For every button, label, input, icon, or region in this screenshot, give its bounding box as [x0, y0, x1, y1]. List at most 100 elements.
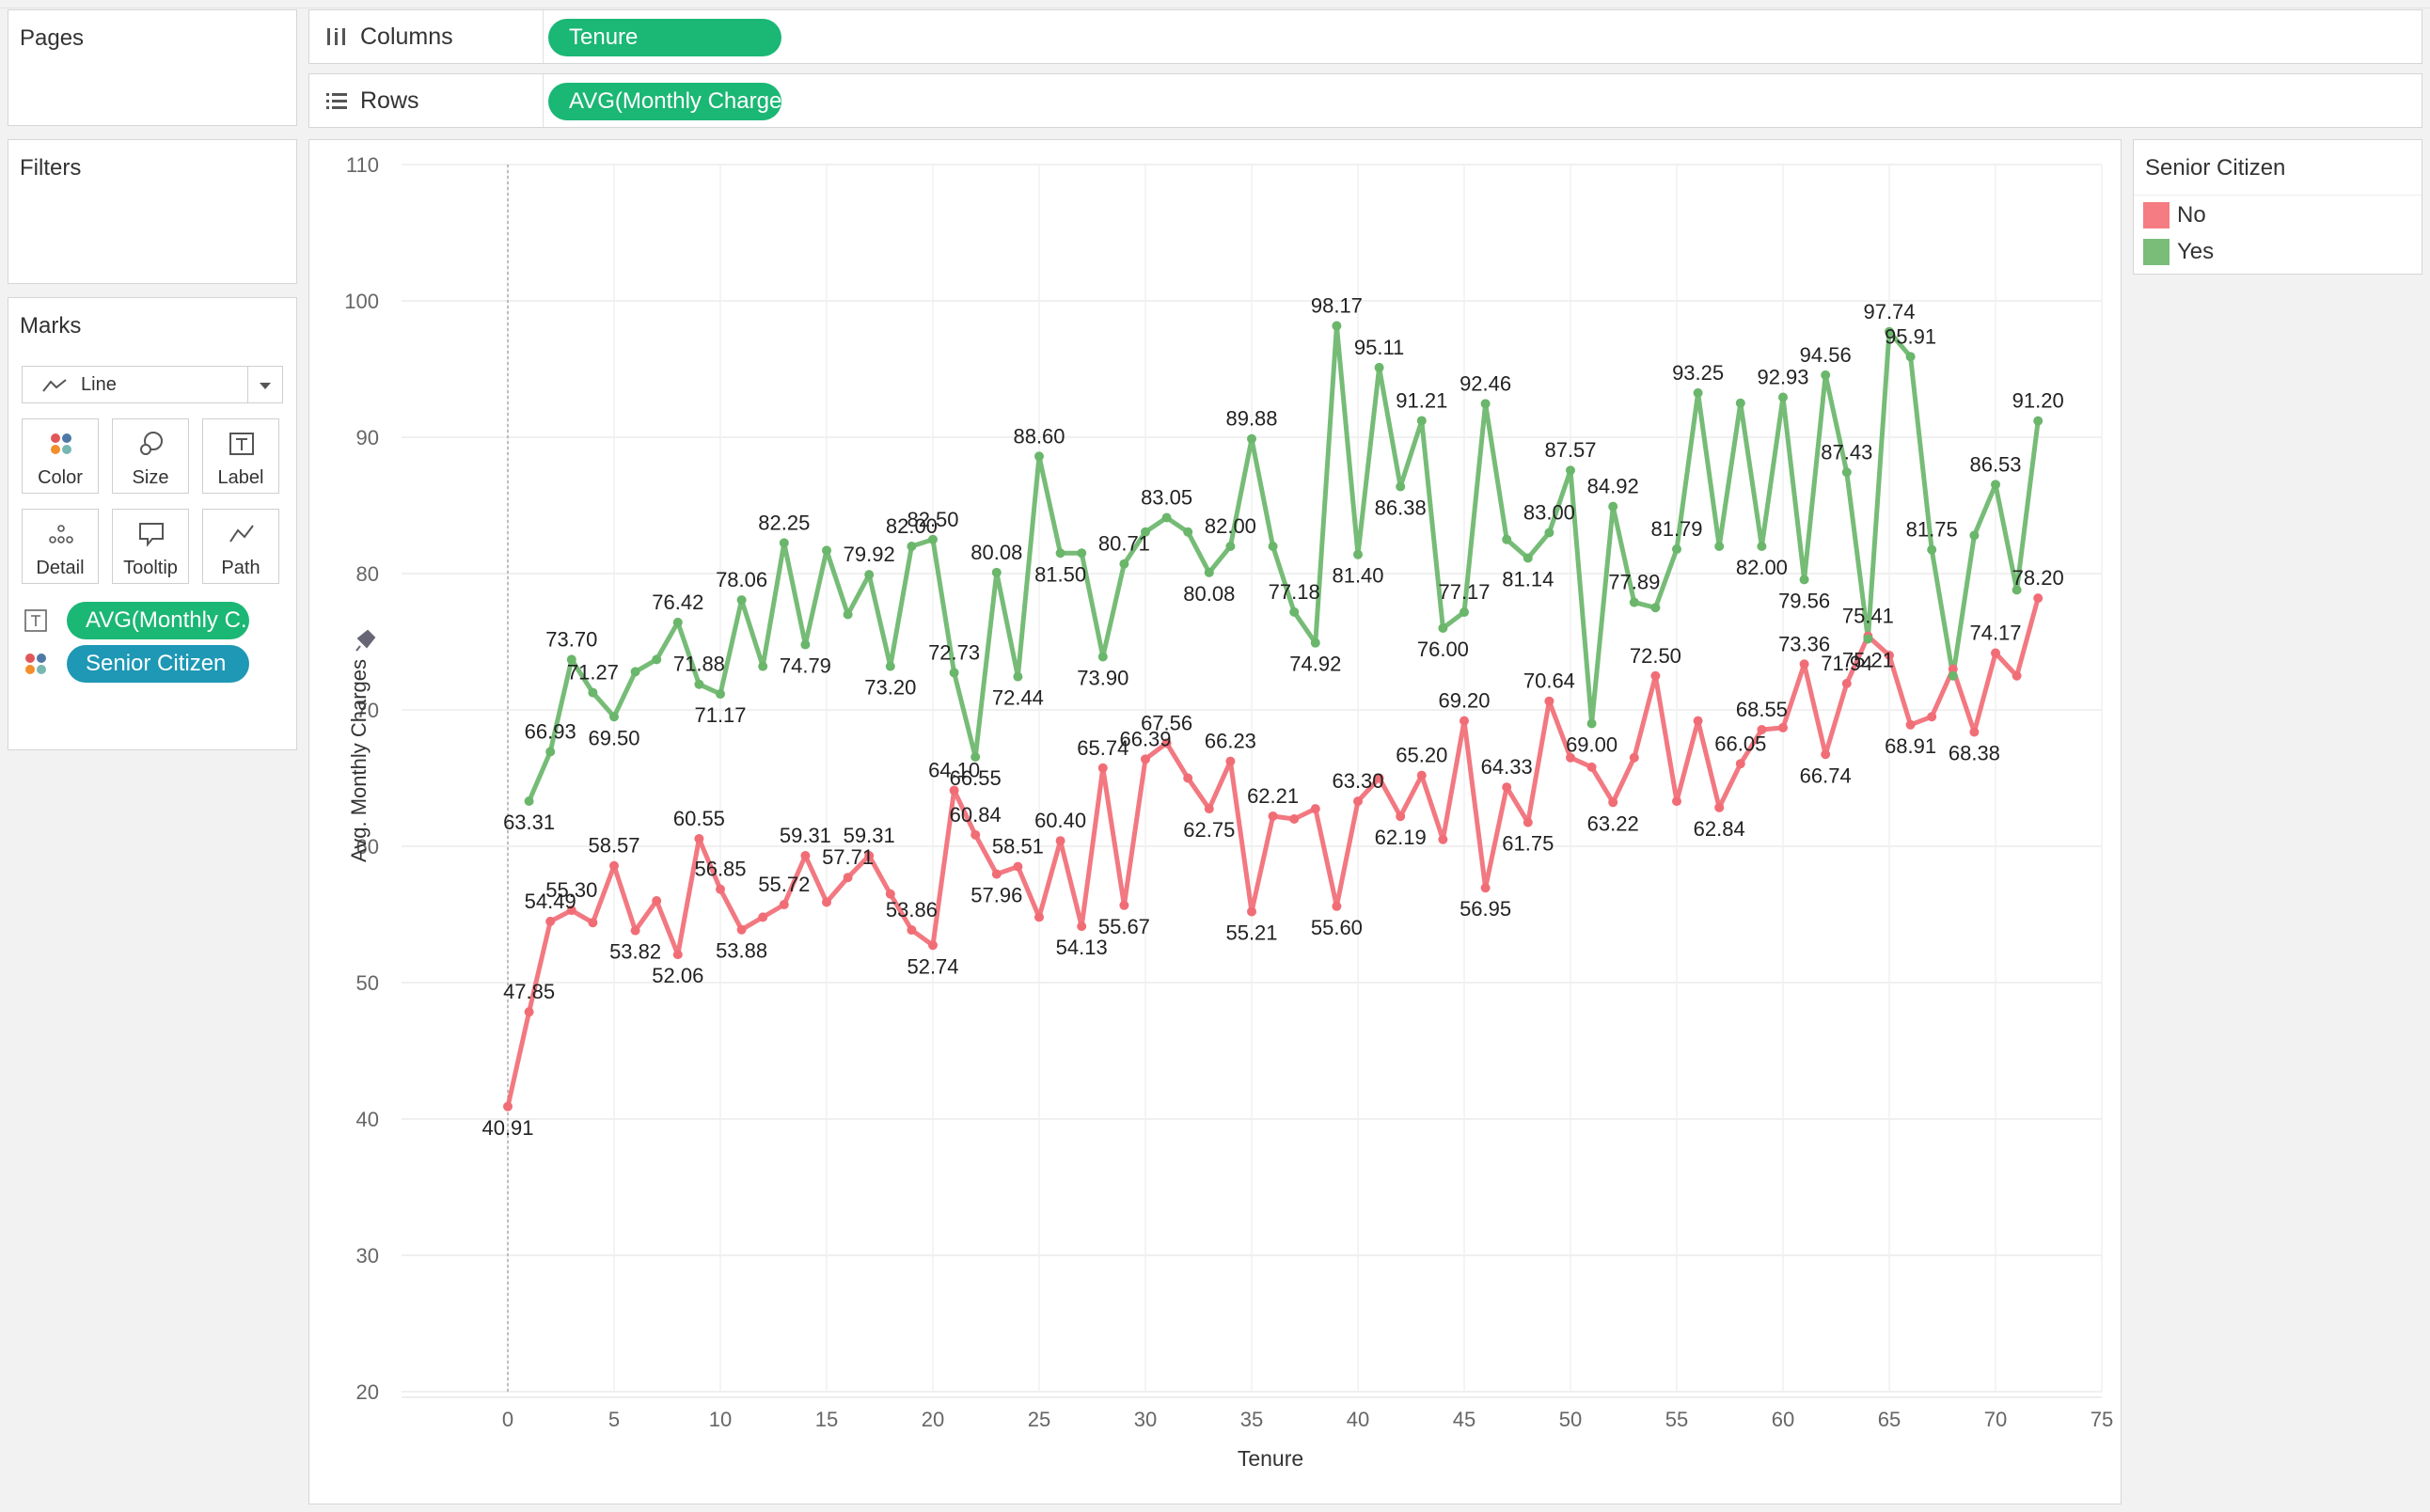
data-point: [524, 796, 534, 807]
detail-button[interactable]: Detail: [22, 509, 99, 584]
data-label: 58.51: [992, 835, 1044, 858]
data-label: 67.56: [1141, 711, 1192, 734]
y-tick-label: 110: [346, 153, 379, 177]
data-point: [588, 918, 598, 928]
pin-icon[interactable]: [355, 629, 376, 652]
legend-swatch-yes[interactable]: [2143, 239, 2170, 265]
data-label: 81.79: [1650, 517, 1702, 541]
data-point: [1310, 638, 1320, 648]
data-label: 86.38: [1375, 496, 1427, 519]
data-point: [1650, 670, 1661, 681]
chevron-down-icon[interactable]: [258, 381, 273, 390]
data-point: [716, 689, 725, 700]
size-icon: [140, 432, 163, 455]
y-tick-label: 90: [356, 426, 379, 449]
data-label: 78.20: [2012, 566, 2064, 590]
data-point: [1757, 725, 1767, 735]
data-point: [1714, 802, 1725, 812]
rows-shelf[interactable]: Rows AVG(Monthly Charges): [308, 73, 2422, 128]
data-point: [1566, 465, 1575, 476]
data-point: [1821, 370, 1831, 380]
series-line-yes: [527, 323, 2041, 804]
size-button[interactable]: Size: [112, 418, 189, 494]
data-point: [949, 785, 959, 795]
path-button[interactable]: Path: [202, 509, 279, 584]
data-point: [1544, 528, 1554, 538]
data-point: [1055, 548, 1065, 559]
legend-item-yes[interactable]: Yes: [2177, 239, 2215, 264]
legend-item-no[interactable]: No: [2177, 202, 2206, 228]
data-point: [1119, 900, 1129, 910]
mark-type-dropdown[interactable]: Line: [22, 366, 283, 403]
data-label: 59.31: [844, 824, 895, 847]
data-label: 80.08: [970, 541, 1022, 564]
tooltip-icon: [139, 523, 164, 547]
label-button[interactable]: Label: [202, 418, 279, 494]
filters-panel[interactable]: Filters: [8, 139, 297, 284]
x-tick-label: 20: [922, 1408, 944, 1431]
data-point: [652, 896, 662, 906]
data-label: 66.23: [1205, 730, 1256, 753]
data-label: 62.75: [1183, 818, 1235, 842]
x-tick-label: 0: [502, 1408, 513, 1431]
data-point: [1735, 398, 1745, 408]
label-field-pill[interactable]: AVG(Monthly C..: [67, 602, 253, 639]
color-button[interactable]: Color: [22, 418, 99, 494]
data-label: 56.95: [1460, 897, 1511, 921]
data-point: [1289, 606, 1300, 617]
data-point: [1141, 527, 1150, 537]
data-point: [1161, 512, 1172, 523]
rows-label: Rows: [360, 87, 419, 114]
data-label: 87.43: [1821, 440, 1872, 464]
x-tick-label: 30: [1134, 1408, 1157, 1431]
data-label: 75.41: [1842, 605, 1894, 628]
path-icon: [229, 525, 254, 543]
data-point: [1714, 542, 1725, 551]
color-dots-icon: [51, 433, 71, 454]
data-point: [1332, 321, 1342, 331]
data-label: 81.14: [1502, 567, 1554, 591]
legend-swatch-no[interactable]: [2143, 202, 2170, 228]
tooltip-button[interactable]: Tooltip: [112, 509, 189, 584]
data-point: [1991, 648, 2000, 658]
data-point: [1416, 770, 1427, 780]
data-point: [928, 534, 938, 544]
data-point: [1247, 906, 1256, 917]
data-label: 88.60: [1013, 424, 1065, 448]
data-point: [1416, 416, 1427, 426]
color-field-pill[interactable]: Senior Citizen: [67, 645, 249, 683]
data-point: [907, 925, 917, 936]
data-label: 82.25: [758, 511, 810, 534]
data-label: 62.84: [1694, 817, 1745, 841]
data-label: 83.00: [1523, 501, 1575, 525]
data-label: 81.50: [1034, 562, 1086, 586]
y-tick-label: 20: [356, 1380, 379, 1404]
data-point: [1905, 352, 1916, 362]
legend-panel: Senior Citizen No Yes: [2133, 139, 2422, 275]
data-point: [1586, 718, 1597, 729]
columns-shelf[interactable]: Columns Tenure: [308, 9, 2422, 64]
data-point: [1969, 727, 1980, 737]
data-label: 73.70: [545, 627, 597, 651]
legend-title: Senior Citizen: [2145, 155, 2286, 181]
data-point: [1055, 836, 1065, 846]
avg-monthly-charges-pill[interactable]: AVG(Monthly Charges): [548, 83, 800, 120]
data-label: 72.44: [992, 686, 1044, 710]
data-label: 76.00: [1417, 638, 1469, 661]
data-point: [716, 884, 725, 894]
data-label: 60.40: [1034, 809, 1086, 832]
data-point: [949, 668, 959, 678]
data-label: 71.88: [673, 653, 725, 676]
data-point: [1013, 671, 1023, 682]
data-point: [1927, 712, 1937, 722]
data-point: [1885, 651, 1894, 660]
data-point: [1289, 814, 1300, 824]
line-chart[interactable]: 20 30 40 50 60 70 80 90 100 110 0 5 10 15 20 25 30 35 40 45…: [309, 140, 2121, 1504]
data-point: [1735, 759, 1745, 769]
data-label: 74.79: [780, 654, 831, 678]
rows-icon: [326, 93, 347, 109]
tenure-pill[interactable]: Tenure: [548, 19, 781, 56]
data-label: 65.20: [1396, 744, 1447, 767]
data-point: [1268, 811, 1278, 821]
data-label: 98.17: [1311, 294, 1363, 318]
